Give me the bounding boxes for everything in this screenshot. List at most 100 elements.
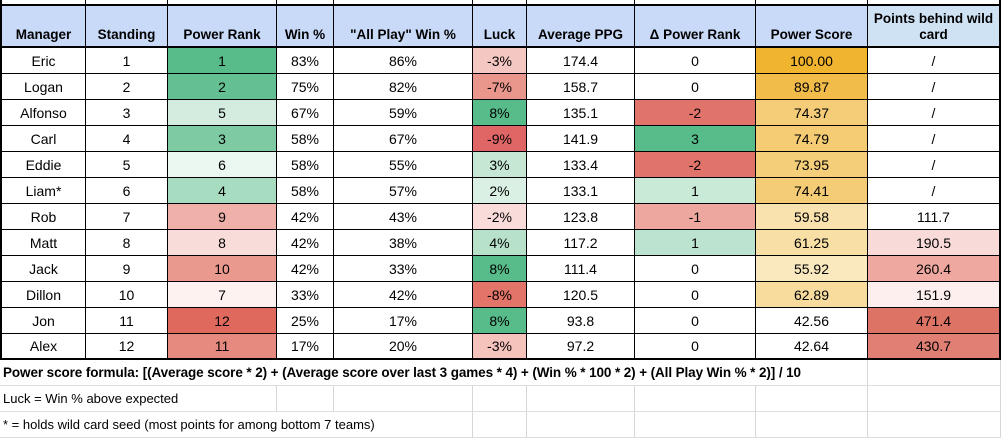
- cell-delta-rank[interactable]: -2: [635, 100, 756, 125]
- cell-all-play-win[interactable]: 57%: [334, 178, 473, 203]
- cell-standing[interactable]: 12: [86, 334, 168, 358]
- cell-average-ppg[interactable]: 111.4: [527, 256, 635, 281]
- cell-power-rank[interactable]: 11: [168, 334, 277, 358]
- cell-win-pct[interactable]: 17%: [277, 334, 334, 358]
- cell-average-ppg[interactable]: 97.2: [527, 334, 635, 358]
- cell-power-rank[interactable]: 7: [168, 282, 277, 307]
- column-header-points-behind[interactable]: Points behind wild card: [868, 6, 1001, 46]
- cell-delta-rank[interactable]: 0: [635, 48, 756, 73]
- column-header-luck[interactable]: Luck: [473, 6, 527, 46]
- cell-luck[interactable]: 2%: [473, 178, 527, 203]
- cell-power-rank[interactable]: 3: [168, 126, 277, 151]
- cell-average-ppg[interactable]: 158.7: [527, 74, 635, 99]
- cell-power-score[interactable]: 89.87: [756, 74, 868, 99]
- cell-manager[interactable]: Dillon: [0, 282, 86, 307]
- cell-standing[interactable]: 3: [86, 100, 168, 125]
- cell-win-pct[interactable]: 75%: [277, 74, 334, 99]
- cell-win-pct[interactable]: 25%: [277, 308, 334, 333]
- cell-points-behind[interactable]: 190.5: [868, 230, 1001, 255]
- cell-power-score[interactable]: 61.25: [756, 230, 868, 255]
- cell-all-play-win[interactable]: 59%: [334, 100, 473, 125]
- cell-luck[interactable]: 8%: [473, 256, 527, 281]
- cell-standing[interactable]: 4: [86, 126, 168, 151]
- cell-power-rank[interactable]: 12: [168, 308, 277, 333]
- cell-power-rank[interactable]: 5: [168, 100, 277, 125]
- cell-delta-rank[interactable]: 0: [635, 256, 756, 281]
- column-header-win-pct[interactable]: Win %: [277, 6, 334, 46]
- cell-power-rank[interactable]: 10: [168, 256, 277, 281]
- cell-all-play-win[interactable]: 55%: [334, 152, 473, 177]
- cell-luck[interactable]: -8%: [473, 282, 527, 307]
- cell-win-pct[interactable]: 58%: [277, 178, 334, 203]
- cell-manager[interactable]: Jack: [0, 256, 86, 281]
- cell-power-rank[interactable]: 6: [168, 152, 277, 177]
- cell-average-ppg[interactable]: 123.8: [527, 204, 635, 229]
- cell-all-play-win[interactable]: 43%: [334, 204, 473, 229]
- footnote-formula[interactable]: Power score formula: [(Average score * 2…: [0, 360, 1001, 386]
- cell-delta-rank[interactable]: 3: [635, 126, 756, 151]
- cell-manager[interactable]: Eric: [0, 48, 86, 73]
- cell-average-ppg[interactable]: 133.1: [527, 178, 635, 203]
- cell-power-score[interactable]: 55.92: [756, 256, 868, 281]
- footnote-luck[interactable]: Luck = Win % above expected: [0, 386, 1001, 412]
- column-header-power-rank[interactable]: Power Rank: [168, 6, 277, 46]
- cell-manager[interactable]: Alex: [0, 334, 86, 358]
- cell-all-play-win[interactable]: 86%: [334, 48, 473, 73]
- cell-manager[interactable]: Carl: [0, 126, 86, 151]
- cell-standing[interactable]: 8: [86, 230, 168, 255]
- cell-win-pct[interactable]: 58%: [277, 152, 334, 177]
- cell-all-play-win[interactable]: 20%: [334, 334, 473, 358]
- cell-manager[interactable]: Jon: [0, 308, 86, 333]
- cell-delta-rank[interactable]: 0: [635, 334, 756, 358]
- cell-all-play-win[interactable]: 82%: [334, 74, 473, 99]
- cell-average-ppg[interactable]: 133.4: [527, 152, 635, 177]
- cell-manager[interactable]: Logan: [0, 74, 86, 99]
- cell-delta-rank[interactable]: 1: [635, 230, 756, 255]
- cell-delta-rank[interactable]: -2: [635, 152, 756, 177]
- cell-points-behind[interactable]: /: [868, 100, 1001, 125]
- cell-average-ppg[interactable]: 93.8: [527, 308, 635, 333]
- cell-standing[interactable]: 10: [86, 282, 168, 307]
- cell-points-behind[interactable]: /: [868, 152, 1001, 177]
- cell-power-rank[interactable]: 2: [168, 74, 277, 99]
- cell-power-score[interactable]: 100.00: [756, 48, 868, 73]
- cell-power-score[interactable]: 74.41: [756, 178, 868, 203]
- cell-power-score[interactable]: 42.56: [756, 308, 868, 333]
- cell-average-ppg[interactable]: 117.2: [527, 230, 635, 255]
- cell-standing[interactable]: 1: [86, 48, 168, 73]
- cell-power-rank[interactable]: 8: [168, 230, 277, 255]
- cell-luck[interactable]: 8%: [473, 308, 527, 333]
- cell-points-behind[interactable]: 111.7: [868, 204, 1001, 229]
- cell-win-pct[interactable]: 33%: [277, 282, 334, 307]
- cell-points-behind[interactable]: /: [868, 178, 1001, 203]
- cell-points-behind[interactable]: /: [868, 74, 1001, 99]
- cell-average-ppg[interactable]: 141.9: [527, 126, 635, 151]
- cell-power-score[interactable]: 74.37: [756, 100, 868, 125]
- cell-power-score[interactable]: 42.64: [756, 334, 868, 358]
- column-header-power-score[interactable]: Power Score: [756, 6, 868, 46]
- column-header-manager[interactable]: Manager: [0, 6, 86, 46]
- cell-luck[interactable]: 8%: [473, 100, 527, 125]
- cell-power-score[interactable]: 73.95: [756, 152, 868, 177]
- cell-all-play-win[interactable]: 17%: [334, 308, 473, 333]
- cell-luck[interactable]: -3%: [473, 48, 527, 73]
- cell-delta-rank[interactable]: 1: [635, 178, 756, 203]
- cell-points-behind[interactable]: 151.9: [868, 282, 1001, 307]
- cell-delta-rank[interactable]: 0: [635, 74, 756, 99]
- cell-win-pct[interactable]: 83%: [277, 48, 334, 73]
- footnote-wildcard[interactable]: * = holds wild card seed (most points fo…: [0, 412, 1001, 438]
- cell-luck[interactable]: 3%: [473, 152, 527, 177]
- cell-points-behind[interactable]: 471.4: [868, 308, 1001, 333]
- cell-power-rank[interactable]: 1: [168, 48, 277, 73]
- cell-manager[interactable]: Alfonso: [0, 100, 86, 125]
- cell-average-ppg[interactable]: 120.5: [527, 282, 635, 307]
- cell-power-rank[interactable]: 9: [168, 204, 277, 229]
- cell-power-score[interactable]: 74.79: [756, 126, 868, 151]
- cell-luck[interactable]: -3%: [473, 334, 527, 358]
- cell-standing[interactable]: 9: [86, 256, 168, 281]
- cell-luck[interactable]: 4%: [473, 230, 527, 255]
- cell-points-behind[interactable]: 430.7: [868, 334, 1001, 358]
- cell-delta-rank[interactable]: 0: [635, 282, 756, 307]
- column-header-all-play-win[interactable]: "All Play" Win %: [334, 6, 473, 46]
- cell-average-ppg[interactable]: 135.1: [527, 100, 635, 125]
